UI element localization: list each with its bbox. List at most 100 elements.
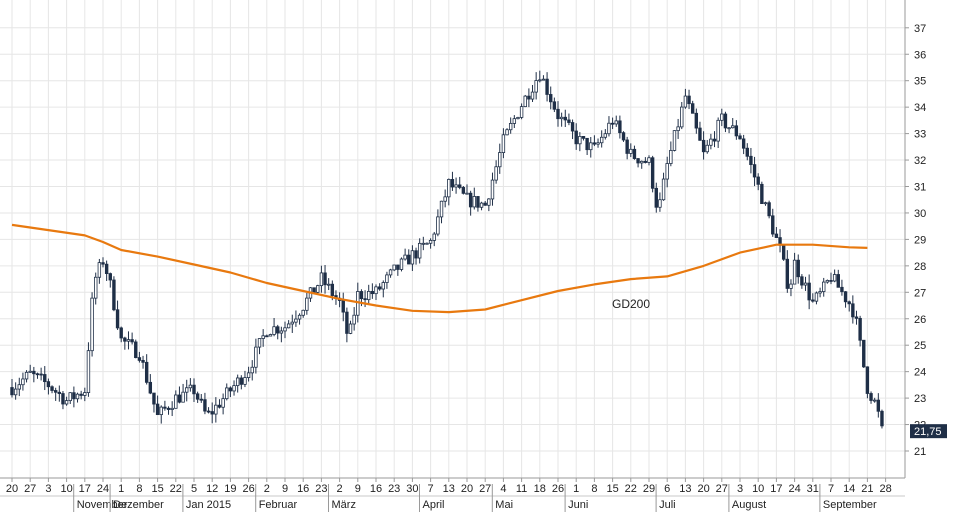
candle-body <box>632 148 637 159</box>
candle-body <box>32 370 36 375</box>
candle-body <box>265 335 269 338</box>
candle-body <box>658 199 662 208</box>
candle-body <box>836 274 840 288</box>
x-day-label: 24 <box>788 483 800 495</box>
candle-body <box>472 196 476 208</box>
x-day-label: 24 <box>97 483 109 495</box>
candle-body <box>363 298 367 301</box>
ma-layer: GD200 <box>11 223 868 314</box>
candle-body <box>599 136 604 144</box>
candle-body <box>727 127 731 130</box>
candle-body <box>24 371 29 380</box>
candle-body <box>687 95 691 105</box>
x-day-label: 16 <box>297 483 309 495</box>
candle-body <box>701 139 706 153</box>
candle-body <box>206 410 211 413</box>
y-tick-label: 37 <box>914 23 926 35</box>
candle-body <box>134 341 138 359</box>
candle-body <box>865 366 870 394</box>
candle-body <box>501 134 506 153</box>
candle-body <box>647 157 651 163</box>
candle-body <box>359 291 364 300</box>
candle-body <box>381 282 385 290</box>
candle-body <box>50 386 54 391</box>
x-day-label: 1 <box>573 483 579 495</box>
candle-body <box>261 335 265 339</box>
x-day-label: 10 <box>752 483 764 495</box>
candle-body <box>447 179 451 198</box>
x-day-label: 21 <box>861 483 873 495</box>
candle-body <box>403 254 407 260</box>
candle-body <box>731 125 735 129</box>
candle-body <box>803 282 808 286</box>
x-day-label: 20 <box>6 483 18 495</box>
candle-body <box>636 158 640 164</box>
candle-body <box>822 281 826 292</box>
x-day-label: 7 <box>428 483 434 495</box>
candle-body <box>785 258 790 289</box>
candle-body <box>829 280 833 282</box>
candle-body <box>388 269 393 276</box>
candle-body <box>268 334 273 337</box>
y-tick-label: 31 <box>914 182 926 194</box>
candle-body <box>523 95 527 108</box>
candle-layer <box>10 70 884 429</box>
candle-body <box>399 258 404 270</box>
candle-body <box>192 384 196 395</box>
candle-body <box>425 242 429 245</box>
candle-body <box>483 202 487 206</box>
candle-body <box>316 285 320 293</box>
x-day-label: 20 <box>697 483 709 495</box>
candle-body <box>126 339 131 342</box>
ma-line-gd200 <box>11 223 868 314</box>
x-day-label: 20 <box>461 483 473 495</box>
candle-body <box>148 381 153 394</box>
y-tick-label: 24 <box>914 367 926 379</box>
candle-body <box>876 399 881 412</box>
candle-body <box>119 327 123 339</box>
candle-body <box>585 137 589 151</box>
candle-body <box>494 166 498 181</box>
candle-body <box>851 303 855 318</box>
candle-body <box>225 387 229 400</box>
candle-body <box>407 254 411 265</box>
candle-body <box>694 112 699 129</box>
x-day-label: 28 <box>879 483 891 495</box>
candle-body <box>152 392 156 405</box>
y-tick-label: 33 <box>914 129 926 141</box>
x-month-label: Mai <box>495 499 513 511</box>
candle-body <box>541 78 546 81</box>
x-day-label: 3 <box>45 483 51 495</box>
candle-body <box>326 283 331 286</box>
y-tick-label: 30 <box>914 208 926 220</box>
x-day-label: 27 <box>479 483 491 495</box>
candle-body <box>53 390 58 393</box>
candle-body <box>720 113 724 121</box>
candle-body <box>385 274 389 283</box>
candle-body <box>872 399 877 402</box>
candle-body <box>811 299 815 302</box>
candle-body <box>137 357 142 361</box>
candle-body <box>97 262 102 278</box>
candle-body <box>374 286 378 295</box>
x-day-label: 15 <box>606 483 618 495</box>
candle-body <box>654 187 658 208</box>
candle-body <box>112 279 116 311</box>
candle-body <box>75 393 80 400</box>
candle-body <box>461 187 466 194</box>
x-day-label: 17 <box>770 483 782 495</box>
candle-body <box>177 394 182 403</box>
candle-body <box>141 359 145 363</box>
candle-body <box>723 113 728 129</box>
candle-body <box>17 384 21 390</box>
candle-body <box>279 330 284 334</box>
y-tick-label: 26 <box>914 314 926 326</box>
x-day-label: 31 <box>807 483 819 495</box>
x-day-label: 27 <box>716 483 728 495</box>
candle-body <box>345 311 349 334</box>
x-month-label: Jan 2015 <box>186 499 231 511</box>
candle-body <box>847 301 851 305</box>
candle-body <box>68 392 72 402</box>
candle-body <box>174 394 178 409</box>
candle-body <box>246 372 251 378</box>
